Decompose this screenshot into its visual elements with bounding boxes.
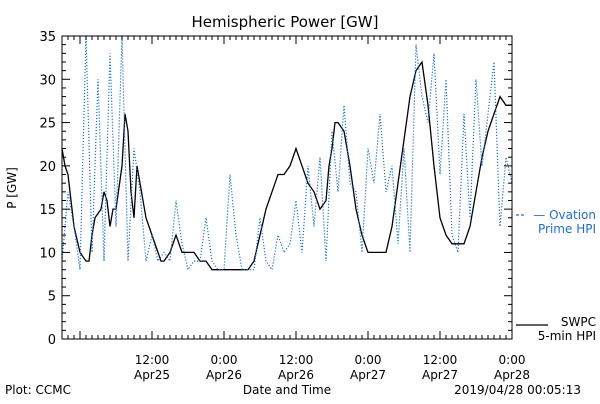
x-tick-label-date: Apr26 [278, 368, 314, 382]
x-tick-label-date: Apr27 [350, 368, 386, 382]
swpc-legend-label-line1: SWPC [561, 315, 596, 329]
chart-title: Hemispheric Power [GW] [192, 13, 379, 31]
series-layer [61, 35, 513, 272]
y-tick-label: 0 [48, 333, 56, 348]
plot-timestamp: 2019/04/28 00:05:13 [454, 383, 581, 397]
y-tick-label: 20 [39, 160, 56, 175]
y-tick-label: 25 [39, 117, 56, 132]
axes-layer: 0510152025303512:00Apr250:00Apr2612:00Ap… [39, 30, 530, 382]
x-tick-label-date: Apr27 [422, 368, 458, 382]
ovation-legend-label-line1: — Ovation [533, 208, 596, 222]
x-tick-label-time: 12:00 [279, 353, 314, 367]
x-tick-label-time: 0:00 [355, 353, 382, 367]
x-tick-label-time: 12:00 [423, 353, 458, 367]
swpc-legend-label-line2: 5-min HPI [538, 329, 596, 343]
swpc-series-line [61, 60, 512, 271]
x-tick-label-date: Apr25 [134, 368, 170, 382]
y-axis-label: P [GW] [5, 167, 19, 209]
x-tick-label-time: 0:00 [499, 353, 526, 367]
y-tick-label: 35 [39, 30, 56, 45]
plot-frame [61, 35, 513, 340]
plot-credit: Plot: CCMC [5, 383, 71, 397]
x-tick-label-date: Apr28 [494, 368, 530, 382]
y-tick-label: 10 [39, 246, 56, 261]
x-tick-label-time: 12:00 [135, 353, 170, 367]
y-tick-label: 15 [39, 203, 56, 218]
y-tick-label: 5 [48, 290, 56, 305]
x-tick-label-time: 0:00 [211, 353, 238, 367]
x-tick-label-date: Apr26 [206, 368, 242, 382]
ovation-legend-label-line2: Prime HPI [538, 222, 596, 236]
x-axis-label: Date and Time [243, 383, 331, 397]
y-tick-label: 30 [39, 73, 56, 88]
